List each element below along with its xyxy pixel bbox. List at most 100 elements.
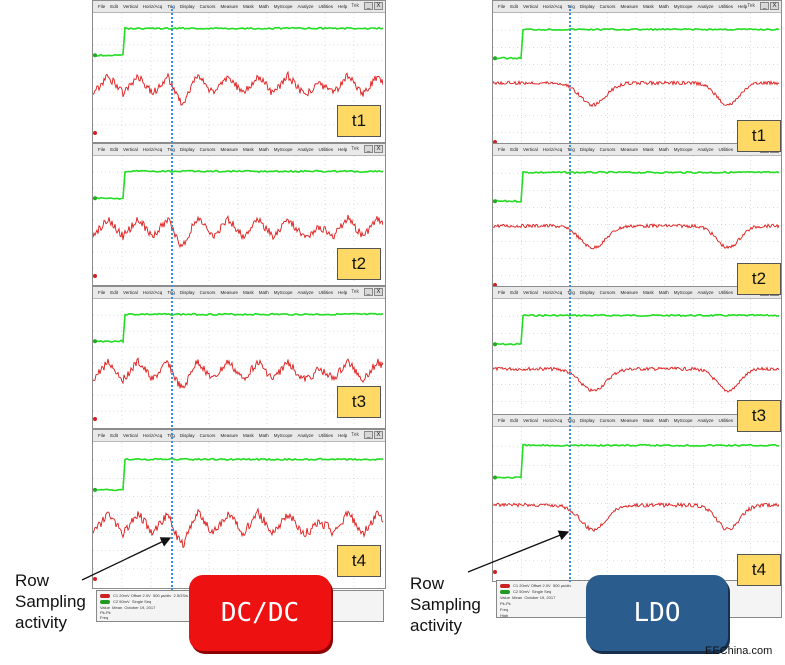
menu-item[interactable]: Display bbox=[179, 290, 195, 295]
menu-item[interactable]: Analyze bbox=[697, 418, 714, 423]
menu-item[interactable]: Mask bbox=[642, 418, 654, 423]
menu-item[interactable]: Help bbox=[338, 290, 348, 295]
menu-item[interactable]: Mask bbox=[642, 147, 654, 152]
menu-item[interactable]: Analyze bbox=[697, 4, 714, 9]
menu-item[interactable]: Math bbox=[658, 418, 669, 423]
menu-item[interactable]: Measure bbox=[620, 4, 638, 9]
menu-item[interactable]: Analyze bbox=[297, 290, 314, 295]
menu-item[interactable]: Edit bbox=[510, 290, 519, 295]
menu-item[interactable]: Mask bbox=[242, 4, 254, 9]
menu-item[interactable]: Measure bbox=[620, 147, 638, 152]
menu-item[interactable]: Display bbox=[579, 4, 595, 9]
menu-item[interactable]: Vertical bbox=[123, 290, 138, 295]
menu-item[interactable]: MyScope bbox=[673, 418, 693, 423]
menu-item[interactable]: Utilities bbox=[718, 4, 734, 9]
menu-item[interactable]: Analyze bbox=[297, 147, 314, 152]
menu-item[interactable]: Horiz/Acq bbox=[142, 147, 163, 152]
menu-item[interactable]: Measure bbox=[220, 290, 238, 295]
menu-item[interactable]: Analyze bbox=[297, 433, 314, 438]
menu-item[interactable]: Measure bbox=[620, 418, 638, 423]
menu-item[interactable]: Cursors bbox=[599, 290, 616, 295]
menu-item[interactable]: Vertical bbox=[523, 4, 538, 9]
menu-item[interactable]: Math bbox=[258, 433, 269, 438]
menu-item[interactable]: Math bbox=[658, 4, 669, 9]
close-button[interactable]: X bbox=[770, 2, 779, 10]
minimize-button[interactable]: _ bbox=[364, 2, 373, 10]
menu-item[interactable]: Measure bbox=[220, 433, 238, 438]
menu-item[interactable]: Horiz/Acq bbox=[142, 290, 163, 295]
menu-item[interactable]: Display bbox=[579, 147, 595, 152]
menu-item[interactable]: Cursors bbox=[199, 433, 216, 438]
close-button[interactable]: X bbox=[374, 431, 383, 439]
menu-item[interactable]: MyScope bbox=[673, 290, 693, 295]
menu-item[interactable]: Utilities bbox=[318, 147, 334, 152]
menu-item[interactable]: MyScope bbox=[273, 433, 293, 438]
menu-item[interactable]: Horiz/Acq bbox=[542, 418, 563, 423]
menu-item[interactable]: Help bbox=[338, 147, 348, 152]
menu-item[interactable]: File bbox=[98, 4, 106, 9]
menu-item[interactable]: Horiz/Acq bbox=[542, 290, 563, 295]
menu-item[interactable]: Cursors bbox=[199, 147, 216, 152]
menu-item[interactable]: Trig bbox=[567, 4, 575, 9]
menu-item[interactable]: Vertical bbox=[523, 147, 538, 152]
menu-item[interactable]: Display bbox=[179, 147, 195, 152]
menu-item[interactable]: Vertical bbox=[123, 147, 138, 152]
menu-item[interactable]: Display bbox=[579, 418, 595, 423]
menu-item[interactable]: Trig bbox=[567, 418, 575, 423]
menu-item[interactable]: Help bbox=[338, 433, 348, 438]
menu-item[interactable]: File bbox=[498, 147, 506, 152]
menu-item[interactable]: Measure bbox=[620, 290, 638, 295]
menu-item[interactable]: Math bbox=[258, 290, 269, 295]
menu-item[interactable]: Edit bbox=[510, 147, 519, 152]
menu-item[interactable]: Math bbox=[258, 4, 269, 9]
menu-item[interactable]: Analyze bbox=[297, 4, 314, 9]
menu-item[interactable]: Measure bbox=[220, 147, 238, 152]
close-button[interactable]: X bbox=[374, 145, 383, 153]
menu-item[interactable]: Math bbox=[658, 290, 669, 295]
menu-item[interactable]: Edit bbox=[110, 147, 119, 152]
menu-item[interactable]: Analyze bbox=[697, 290, 714, 295]
minimize-button[interactable]: _ bbox=[364, 288, 373, 296]
menu-item[interactable]: Measure bbox=[220, 4, 238, 9]
menu-item[interactable]: Cursors bbox=[599, 418, 616, 423]
menu-item[interactable]: Display bbox=[179, 433, 195, 438]
menu-item[interactable]: Utilities bbox=[718, 290, 734, 295]
menu-item[interactable]: Vertical bbox=[523, 418, 538, 423]
menu-item[interactable]: File bbox=[98, 147, 106, 152]
menu-item[interactable]: Cursors bbox=[199, 290, 216, 295]
menu-item[interactable]: Display bbox=[579, 290, 595, 295]
menu-item[interactable]: Vertical bbox=[123, 433, 138, 438]
menu-item[interactable]: MyScope bbox=[673, 4, 693, 9]
menu-item[interactable]: File bbox=[98, 290, 106, 295]
menu-item[interactable]: Trig bbox=[567, 147, 575, 152]
menu-item[interactable]: Math bbox=[658, 147, 669, 152]
menu-item[interactable]: Analyze bbox=[697, 147, 714, 152]
menu-item[interactable]: Utilities bbox=[718, 147, 734, 152]
menu-item[interactable]: Trig bbox=[567, 290, 575, 295]
menu-item[interactable]: File bbox=[498, 418, 506, 423]
menu-item[interactable]: Mask bbox=[242, 433, 254, 438]
menu-item[interactable]: Horiz/Acq bbox=[542, 4, 563, 9]
menu-item[interactable]: Edit bbox=[110, 4, 119, 9]
menu-item[interactable]: Edit bbox=[510, 418, 519, 423]
menu-item[interactable]: Cursors bbox=[599, 4, 616, 9]
menu-item[interactable]: Cursors bbox=[199, 4, 216, 9]
menu-item[interactable]: MyScope bbox=[273, 290, 293, 295]
close-button[interactable]: X bbox=[374, 2, 383, 10]
menu-item[interactable]: Utilities bbox=[318, 4, 334, 9]
menu-item[interactable]: Mask bbox=[642, 4, 654, 9]
menu-item[interactable]: Mask bbox=[242, 290, 254, 295]
menu-item[interactable]: Horiz/Acq bbox=[142, 433, 163, 438]
menu-item[interactable]: Math bbox=[258, 147, 269, 152]
menu-item[interactable]: File bbox=[498, 4, 506, 9]
menu-item[interactable]: Cursors bbox=[599, 147, 616, 152]
minimize-button[interactable]: _ bbox=[760, 2, 769, 10]
menu-item[interactable]: Horiz/Acq bbox=[142, 4, 163, 9]
menu-item[interactable]: File bbox=[98, 433, 106, 438]
menu-item[interactable]: Vertical bbox=[523, 290, 538, 295]
menu-item[interactable]: File bbox=[498, 290, 506, 295]
menu-item[interactable]: Help bbox=[338, 4, 348, 9]
menu-item[interactable]: Display bbox=[179, 4, 195, 9]
menu-item[interactable]: Mask bbox=[242, 147, 254, 152]
menu-item[interactable]: MyScope bbox=[273, 4, 293, 9]
